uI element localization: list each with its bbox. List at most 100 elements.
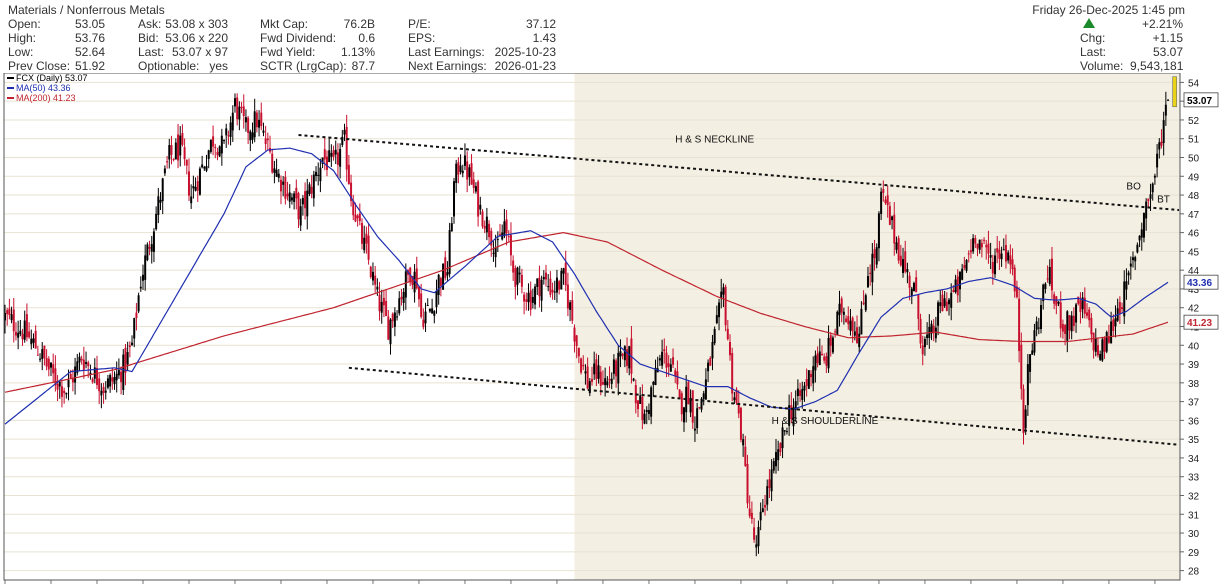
candle-body [531, 296, 534, 303]
candle-body [332, 150, 335, 157]
candle-body [1048, 266, 1051, 284]
candle-body [810, 373, 813, 378]
candle-body [98, 378, 101, 392]
candle-body [1110, 321, 1113, 344]
candle-body [989, 254, 992, 258]
candle-body [939, 302, 942, 307]
candle-body [453, 181, 456, 217]
candle-body [163, 168, 166, 174]
candle-body [564, 262, 567, 286]
candle-body [374, 275, 377, 285]
candle-body [58, 381, 61, 387]
candle-body [23, 320, 26, 340]
candle-body [492, 252, 495, 254]
candle-body [157, 196, 160, 215]
candle-body [60, 386, 63, 397]
candle-body [1112, 319, 1115, 331]
candle-body [820, 353, 823, 355]
candle-body [1149, 194, 1152, 199]
candle-body [665, 352, 668, 368]
fwd-yield-value: 1.13% [340, 45, 375, 59]
candle-body [277, 173, 280, 178]
last-size-label: Last: [138, 45, 165, 59]
candle-body [1103, 337, 1106, 352]
candle-body [67, 380, 70, 388]
candle-body [1114, 318, 1117, 327]
candle-body [1107, 336, 1110, 343]
candle-body [904, 251, 907, 272]
candle-body [588, 381, 591, 394]
candle-body [400, 296, 403, 300]
candle-body [1057, 301, 1060, 304]
candle-body [1002, 249, 1005, 251]
candle-body [474, 186, 477, 192]
candle-body [117, 370, 120, 376]
candle-body [466, 161, 469, 180]
candle-body [56, 383, 59, 390]
candle-body [757, 526, 760, 547]
open-value: 53.05 [74, 17, 105, 31]
candle-body [1037, 327, 1040, 329]
candle-body [893, 214, 896, 244]
candle-body [518, 272, 521, 275]
y-tick-label: 31 [1188, 510, 1200, 521]
candle-body [54, 368, 57, 386]
candle-body [6, 310, 9, 315]
candle-body [950, 292, 953, 308]
candle-body [836, 311, 839, 335]
candle-body [47, 358, 50, 370]
candle-body [540, 279, 543, 301]
candle-body [209, 139, 212, 152]
last-price-marker [1172, 76, 1177, 108]
candle-body [295, 187, 298, 199]
candle-body [347, 164, 350, 184]
candle-body [78, 356, 81, 363]
candle-body [109, 374, 112, 387]
candle-body [80, 358, 83, 361]
candle-body [626, 349, 629, 366]
candle-body [562, 268, 565, 274]
sctr-label: SCTR (LrgCap): [260, 59, 347, 73]
y-tick-label: 38 [1188, 379, 1200, 390]
candle-body [170, 145, 173, 155]
candle-body [689, 397, 692, 413]
candle-body [284, 176, 287, 199]
candle-body [871, 253, 874, 283]
candle-body [538, 277, 541, 297]
candle-body [174, 142, 177, 160]
candle-body [969, 250, 972, 253]
candle-body [282, 181, 285, 185]
candle-body [380, 301, 383, 313]
candle-body [25, 314, 28, 338]
candle-body [146, 244, 149, 261]
candle-body [479, 204, 482, 210]
candle-body [141, 274, 144, 281]
candle-body [1138, 235, 1141, 241]
candle-body [470, 163, 473, 185]
candle-body [1066, 311, 1069, 341]
candle-body [523, 294, 526, 302]
candle-body [334, 149, 337, 155]
value-badge-box [1183, 92, 1219, 108]
candle-body [369, 266, 372, 278]
candle-body [606, 381, 609, 386]
candle-body [1053, 294, 1056, 304]
candle-body [842, 311, 845, 315]
candle-body [623, 346, 626, 361]
candle-body [669, 364, 672, 372]
candle-body [956, 276, 959, 296]
candle-body [428, 308, 431, 312]
candle-body [1040, 305, 1043, 330]
value-badge-box [1183, 314, 1219, 330]
candle-body [461, 170, 464, 174]
last-label: Last: [1080, 45, 1107, 59]
fwd-dividend-label: Fwd Dividend: [260, 31, 337, 45]
candle-body [715, 315, 718, 324]
candle-body [233, 98, 236, 107]
y-tick-label: 43 [1188, 285, 1200, 296]
y-tick-label: 46 [1188, 229, 1200, 240]
candle-body [398, 298, 401, 314]
candle-body [41, 349, 44, 360]
